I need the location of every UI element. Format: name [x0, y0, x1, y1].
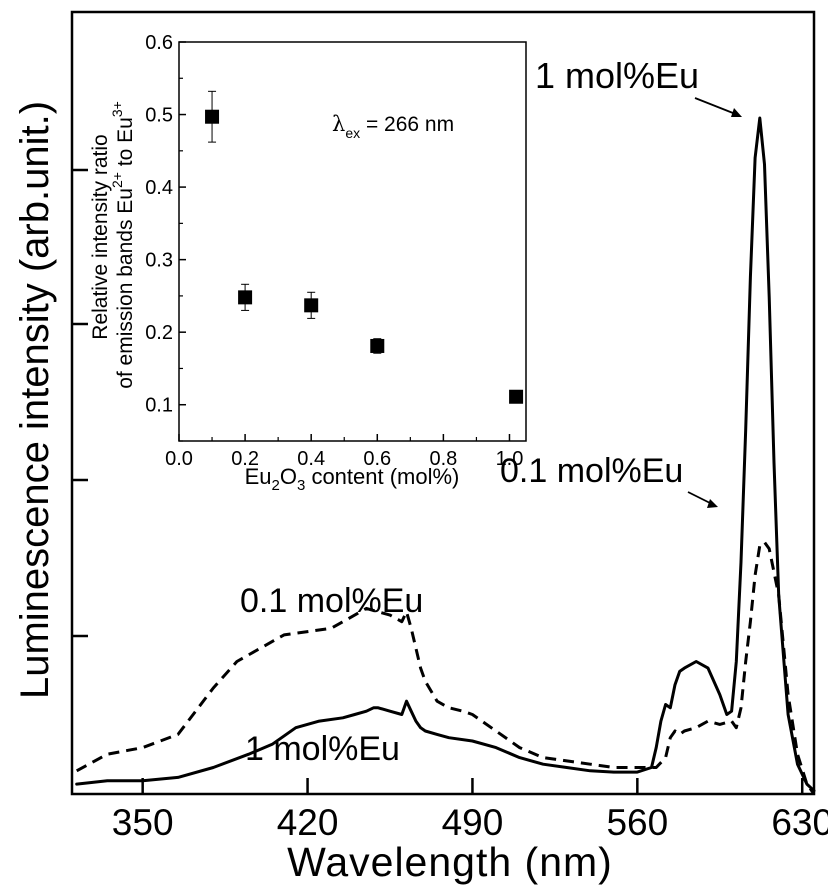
- annotation-1mol-band: 1 mol%Eu: [245, 730, 400, 768]
- annotation-01mol-band: 0.1 mol%Eu: [240, 582, 423, 620]
- annotation-arrows: [688, 98, 742, 508]
- main-x-tick-label: 490: [442, 802, 504, 843]
- main-x-tick-label: 560: [606, 802, 668, 843]
- inset-x-tick-label: 0.0: [165, 448, 193, 470]
- main-x-axis-label: Wavelength (nm): [287, 839, 613, 885]
- inset-y-label-line2: of emission bands Eu2+ to Eu3+: [109, 101, 137, 389]
- main-x-tick-label: 420: [277, 802, 339, 843]
- inset-data-point: [304, 298, 318, 312]
- inset-data-point: [238, 290, 252, 304]
- inset-y-tick-label: 0.1: [145, 395, 173, 417]
- inset-data-point: [370, 339, 384, 353]
- inset-data-point: [205, 110, 219, 124]
- main-x-tick-label: 630: [771, 802, 828, 843]
- inset-y-tick-label: 0.2: [145, 322, 173, 344]
- main-y-axis-label: Luminescence intensity (arb.unit.): [13, 101, 57, 699]
- series-line-0p1-mol-eu: [77, 542, 814, 794]
- inset-x-tick-label: 1.0: [496, 448, 524, 470]
- inset-y-tick-label: 0.4: [145, 177, 173, 199]
- main-x-tick-label: 350: [112, 802, 174, 843]
- annotation-01mol-peak: 0.1 mol%Eu: [500, 452, 683, 490]
- main-left-ticks: [72, 170, 88, 636]
- inset-plot-frame: [179, 42, 526, 441]
- inset-data-point: [509, 390, 523, 404]
- inset-y-tick-label: 0.5: [145, 105, 173, 127]
- inset-y-tick-label: 0.3: [145, 250, 173, 272]
- inset-y-label-line1: Relative intensity ratio: [89, 134, 112, 339]
- inset-x-axis-label: Eu2O3 content (mol%): [245, 464, 460, 494]
- annotation-1mol-peak: 1 mol%Eu: [535, 55, 699, 96]
- inset-y-axis-label: Relative intensity ratio of emission ban…: [89, 101, 137, 389]
- main-x-ticks: 350 420 490 560 630: [112, 778, 828, 843]
- inset-y-tick-label: 0.6: [145, 32, 173, 54]
